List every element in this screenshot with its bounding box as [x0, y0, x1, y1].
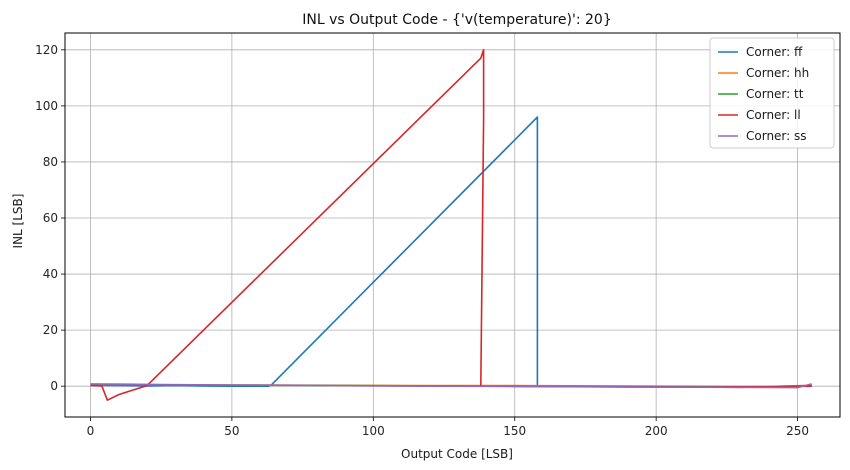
x-tick-label: 0: [87, 424, 95, 438]
x-tick-label: 150: [503, 424, 526, 438]
x-tick-label: 100: [362, 424, 385, 438]
y-tick-label: 0: [50, 379, 58, 393]
y-tick-label: 60: [43, 211, 58, 225]
chart-title: INL vs Output Code - {'v(temperature)': …: [302, 12, 611, 28]
x-tick-label: 200: [645, 424, 668, 438]
x-tick-label: 50: [224, 424, 239, 438]
plot-frame: [64, 32, 841, 418]
legend: Corner: ff Corner: hh Corner: tt Corner: ll…: [709, 37, 835, 149]
series-line-0: [90, 116, 812, 389]
legend-label: Corner: hh: [746, 66, 809, 80]
legend-box: [709, 37, 835, 149]
series-line-4: [90, 383, 812, 389]
x-axis-label: Output Code [LSB]: [401, 447, 513, 461]
legend-label: Corner: tt: [746, 87, 804, 101]
x-tick-label: 250: [786, 424, 809, 438]
y-tick-label: 80: [43, 155, 58, 169]
y-tick-label: 40: [43, 267, 58, 281]
legend-label: Corner: ss: [746, 129, 807, 143]
series-layer: [90, 48, 812, 402]
series-line-3: [90, 48, 812, 402]
y-axis-label: INL [LSB]: [11, 194, 25, 249]
tick-layer: 0 50 100 150 200 250 0 20 40 60 80 100 120: [35, 43, 809, 438]
legend-label: Corner: ll: [746, 108, 801, 122]
y-tick-label: 20: [43, 323, 58, 337]
legend-label: Corner: ff: [746, 45, 803, 59]
y-tick-label: 100: [35, 99, 58, 113]
y-tick-label: 120: [35, 43, 58, 57]
